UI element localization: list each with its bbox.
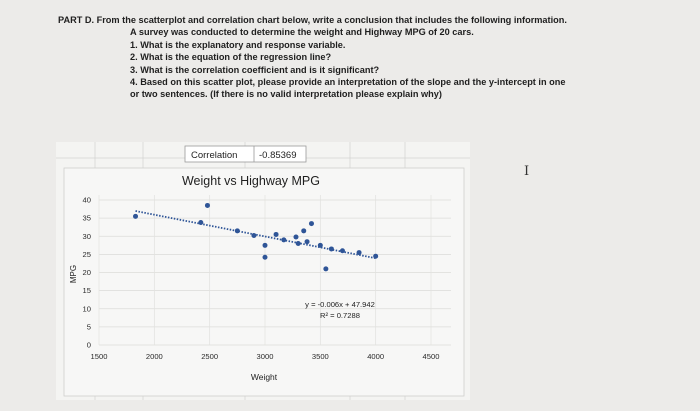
x-axis-label: Weight xyxy=(251,372,278,382)
x-ticks: 1500 2000 2500 3000 3500 4000 4500 xyxy=(91,352,440,361)
y-axis-label: MPG xyxy=(69,265,78,283)
data-point xyxy=(373,253,379,259)
data-points xyxy=(133,202,379,272)
x-tick-label: 1500 xyxy=(91,352,108,361)
y-tick-label: 5 xyxy=(87,322,91,331)
question-item: 3. What is the correlation coefficient a… xyxy=(130,64,380,75)
data-point xyxy=(293,234,299,240)
text-cursor-icon: I xyxy=(524,164,530,179)
data-point xyxy=(328,246,334,252)
y-tick-label: 30 xyxy=(83,232,91,241)
question-heading: PART D. From the scatterplot and correla… xyxy=(58,15,567,25)
correlation-label: Correlation xyxy=(191,150,237,161)
data-point xyxy=(273,231,279,237)
data-point xyxy=(295,241,301,246)
x-tick-label: 4500 xyxy=(423,352,440,361)
data-point xyxy=(308,221,314,227)
question-item: or two sentences. (If there is no valid … xyxy=(130,89,442,100)
r-squared: R² = 0.7288 xyxy=(320,311,360,320)
data-point xyxy=(262,254,268,260)
x-tick-label: 2500 xyxy=(201,352,218,361)
correlation-box xyxy=(184,145,307,163)
y-tick-label: 20 xyxy=(83,268,91,277)
x-tick-label: 3000 xyxy=(257,352,274,361)
y-tick-label: 10 xyxy=(83,304,91,313)
gridlines xyxy=(98,195,451,346)
y-tick-label: 35 xyxy=(83,214,91,223)
question-item: 2. What is the equation of the regressio… xyxy=(130,52,332,63)
chart-area xyxy=(63,167,465,397)
x-tick-label: 3500 xyxy=(312,352,329,361)
data-point xyxy=(198,219,204,225)
question-item: 1. What is the explanatory and response … xyxy=(130,39,346,50)
y-tick-label: 25 xyxy=(83,250,91,259)
x-tick-label: 2000 xyxy=(146,352,163,361)
data-point xyxy=(262,242,268,248)
y-tick-label: 40 xyxy=(83,196,91,205)
y-tick-label: 15 xyxy=(83,286,91,295)
question-text: PART D. From the scatterplot and correla… xyxy=(58,14,698,101)
data-point xyxy=(133,213,139,219)
question-item: 4. Based on this scatter plot, please pr… xyxy=(130,77,566,88)
data-point xyxy=(317,242,323,248)
y-ticks: 0 5 10 15 20 25 30 35 40 xyxy=(83,196,91,350)
question-list: 1. What is the explanatory and response … xyxy=(130,39,698,101)
data-point xyxy=(339,248,345,254)
data-point xyxy=(301,228,307,234)
x-tick-label: 4000 xyxy=(367,352,384,361)
data-point xyxy=(304,239,310,245)
data-point xyxy=(204,202,210,208)
data-point xyxy=(234,228,240,234)
data-point xyxy=(323,266,329,272)
data-point xyxy=(281,237,287,243)
regression-equation: y = -0.006x + 47.942 xyxy=(305,300,375,309)
data-point xyxy=(356,250,362,256)
correlation-value: -0.85369 xyxy=(259,150,297,161)
data-point xyxy=(251,233,257,239)
chart-title: Weight vs Highway MPG xyxy=(182,174,320,188)
question-intro: A survey was conducted to determine the … xyxy=(130,27,474,38)
y-tick-label: 0 xyxy=(87,341,91,350)
